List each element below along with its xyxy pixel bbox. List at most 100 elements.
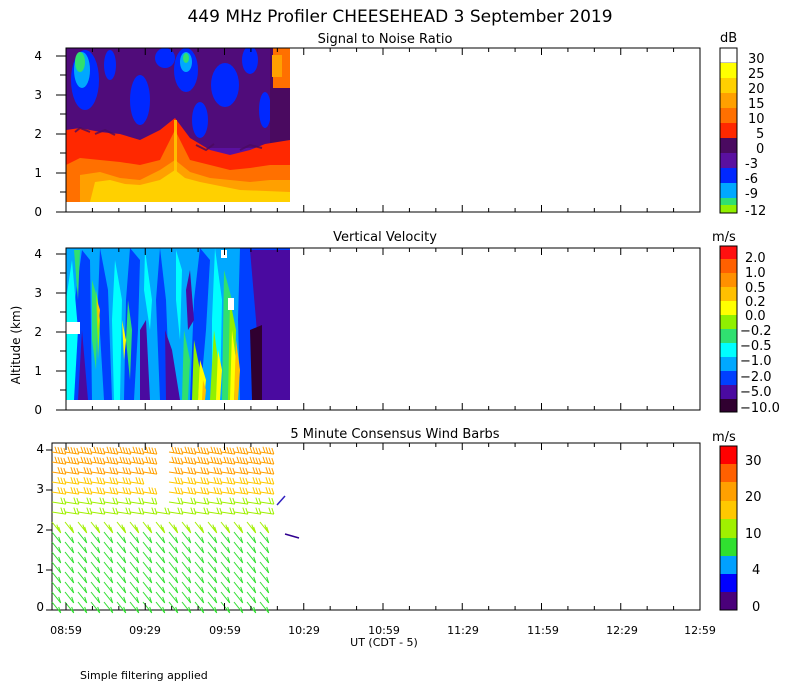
vv-colorbar-unit: m/s: [712, 230, 736, 245]
wind-barb: [181, 491, 196, 495]
wind-barb-flag: [219, 487, 223, 495]
wind-barb-flag: [76, 507, 80, 515]
wind-barb: [233, 571, 244, 584]
wind-barb: [168, 501, 183, 505]
wind-barb: [103, 561, 114, 574]
wind-barb-flag: [148, 487, 152, 494]
wind-barb: [194, 491, 209, 495]
wind-barb: [129, 511, 144, 515]
wind-barb-flag: [149, 536, 153, 544]
snr-y-tick: 4: [34, 49, 42, 63]
wind-barb: [207, 531, 218, 544]
wind-barb-flag: [86, 477, 90, 484]
wind-barb-flag: [71, 606, 75, 614]
wind-barb-flag: [123, 556, 127, 564]
wind-barb: [181, 581, 192, 594]
wind-barb-flag: [151, 497, 155, 504]
wind-barb-flag: [227, 526, 231, 534]
wind-barb-flag: [112, 507, 116, 514]
wind-barb: [259, 471, 274, 475]
wind-barb-flag: [219, 507, 223, 515]
snr-colorbar-label: 25: [748, 67, 765, 82]
wind-colorbar-label: 30: [745, 454, 762, 469]
wind-x-ticks: [65, 443, 701, 610]
wind-barb: [220, 591, 231, 604]
wind-barb: [116, 501, 131, 505]
wind-barb-flag: [83, 467, 87, 474]
wind-barb: [168, 581, 179, 594]
snr-colorbar-swatch: [720, 78, 737, 93]
wind-barb: [129, 601, 140, 614]
wind-barb-flag: [71, 586, 75, 594]
wind-barb-flag: [206, 507, 210, 515]
wind-barb-flag: [201, 546, 205, 554]
wind-barb-flag: [253, 536, 257, 544]
wind-barb-flag: [97, 576, 101, 584]
wind-barb: [207, 581, 218, 594]
wind-barb: [51, 571, 62, 584]
wind-barb-flag: [219, 447, 223, 455]
wind-barb: [51, 501, 66, 505]
wind-barb-flag: [266, 566, 270, 574]
wind-barb-flag: [239, 487, 243, 494]
wind-barb: [207, 541, 218, 554]
wind-barb: [103, 491, 118, 495]
wind-barb-flag: [128, 497, 132, 505]
vv-colorbar-label: 2.0: [745, 251, 766, 266]
wind-barb-flag: [197, 456, 201, 463]
wind-barb-flag: [255, 507, 259, 514]
wind-barb-flag: [151, 457, 155, 464]
wind-barb-flag: [227, 586, 231, 594]
wind-barb-flag: [151, 447, 155, 454]
wind-barb: [259, 591, 270, 604]
wind-barb-flag: [175, 546, 179, 554]
wind-barb-flag: [162, 576, 166, 584]
wind-barb: [142, 561, 153, 574]
wind-barb: [129, 501, 144, 505]
wind-barb-flag: [188, 566, 192, 574]
wind-barb-flag: [180, 487, 184, 495]
wind-barb: [194, 471, 209, 475]
wind-barb-flag: [122, 457, 126, 464]
wind-barb-flag: [210, 446, 214, 453]
wind-barb-flag: [60, 447, 64, 454]
wind-barb-flag: [213, 477, 217, 484]
wind-barb: [181, 481, 196, 485]
wind-barb-flag: [242, 497, 246, 504]
wind-barb-flag: [177, 497, 181, 504]
wind-barb-flag: [135, 457, 139, 464]
wind-barb-flag: [154, 487, 158, 495]
wind-barb-flag: [180, 467, 184, 475]
wind-barb-flag: [164, 507, 168, 514]
snr-y-tick: 2: [34, 127, 42, 141]
wind-barb-flag: [255, 467, 259, 474]
vv-colorbar-swatch: [720, 259, 737, 273]
wind-barb: [181, 451, 196, 455]
wind-barb: [77, 591, 88, 604]
wind-barb: [207, 451, 222, 455]
wind-barb: [142, 581, 153, 594]
wind-barb: [220, 491, 235, 495]
wind-barb-flag: [141, 477, 145, 485]
wind-barb: [51, 541, 62, 554]
wind-barb-flag: [197, 446, 201, 453]
wind-barb-flag: [271, 447, 275, 455]
wind-barb-flag: [84, 536, 88, 544]
wind-barb-flag: [190, 457, 194, 464]
wind-y-axis: 0 1 2 3 4: [36, 442, 52, 614]
wind-barb-flag: [109, 447, 113, 454]
wind-barb-flag: [84, 576, 88, 584]
wind-barb-flag: [171, 456, 175, 463]
wind-barb: [116, 521, 127, 534]
wind-barb: [142, 451, 157, 455]
snr-colorbar-swatch: [720, 183, 737, 198]
wind-barb-flag: [252, 447, 256, 454]
wind-barb-flag: [102, 467, 106, 475]
wind-barb-flag: [213, 457, 217, 464]
wind-barb-flag: [84, 546, 88, 554]
x-tick-labels: 08:59 09:29 09:59 10:29 10:59 11:29 11:5…: [50, 624, 716, 637]
wind-barb: [155, 521, 166, 534]
wind-barb-flag: [245, 457, 249, 465]
wind-barb-flag: [115, 497, 119, 505]
wind-barb-flag: [187, 477, 191, 484]
